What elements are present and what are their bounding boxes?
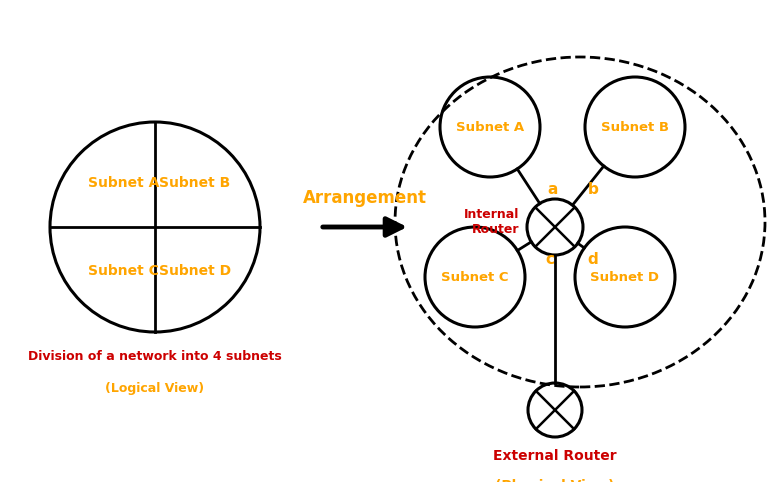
Text: Division of a network into 4 subnets: Division of a network into 4 subnets bbox=[28, 350, 282, 363]
Text: Subnet D: Subnet D bbox=[159, 264, 231, 278]
Text: b: b bbox=[587, 182, 598, 197]
Text: Subnet A: Subnet A bbox=[88, 176, 160, 190]
Text: Subnet D: Subnet D bbox=[590, 270, 659, 283]
Text: (Logical View): (Logical View) bbox=[106, 382, 205, 395]
Text: Subnet C: Subnet C bbox=[441, 270, 509, 283]
Text: Arrangement: Arrangement bbox=[303, 189, 427, 207]
Text: Subnet B: Subnet B bbox=[601, 120, 669, 134]
Text: Internal
Router: Internal Router bbox=[464, 208, 519, 236]
Text: d: d bbox=[587, 252, 598, 267]
Text: Subnet B: Subnet B bbox=[160, 176, 231, 190]
Text: External Router: External Router bbox=[493, 449, 617, 463]
Text: Subnet A: Subnet A bbox=[456, 120, 524, 134]
Text: Subnet C: Subnet C bbox=[88, 264, 159, 278]
Text: c: c bbox=[546, 252, 554, 267]
Text: a: a bbox=[548, 182, 558, 197]
Text: (Physical View): (Physical View) bbox=[495, 479, 615, 482]
